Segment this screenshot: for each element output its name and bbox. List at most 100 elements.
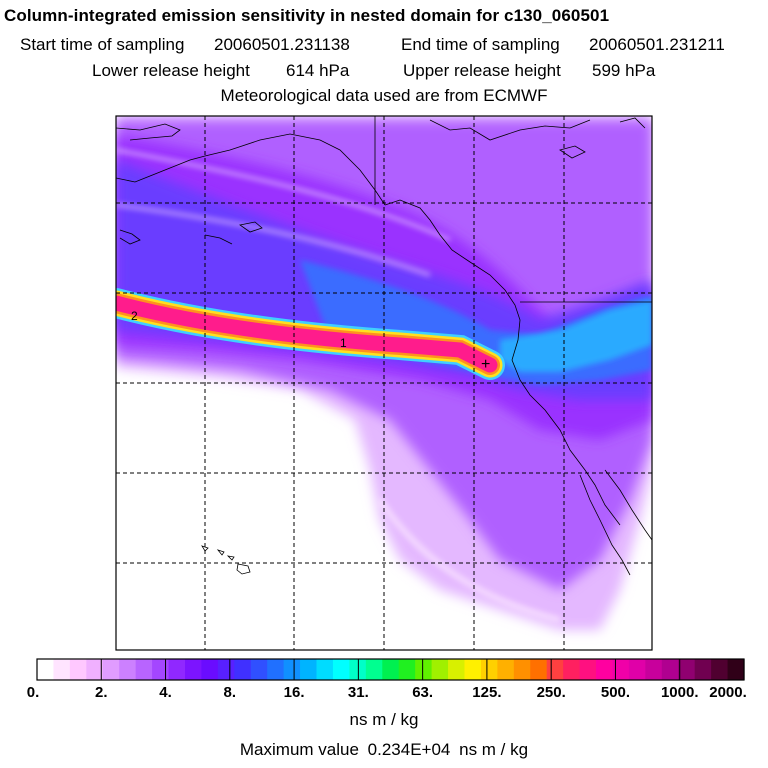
- lower-release-value: 614 hPa: [286, 61, 350, 80]
- plot-title: Column-integrated emission sensitivity i…: [4, 6, 610, 25]
- colorbar-cell: [612, 659, 630, 680]
- max-value: 0.234E+04: [367, 740, 451, 759]
- colorbar-cell: [563, 659, 581, 680]
- colorbar-cell: [464, 659, 482, 680]
- plume-label-2: 2: [131, 309, 138, 323]
- colorbar-cell: [513, 659, 531, 680]
- colorbar-cell: [37, 659, 55, 680]
- colorbar-tick-label: 63.: [412, 684, 434, 701]
- coast-gulf-alaska: [204, 133, 386, 206]
- colorbar-cell: [448, 659, 466, 680]
- colorbar-cell: [727, 659, 745, 680]
- colorbar-tick-label: 4.: [159, 684, 172, 701]
- colorbar-cell: [168, 659, 186, 680]
- colorbar-cell: [579, 659, 597, 680]
- colorbar-cell: [184, 659, 203, 680]
- colorbar-cell: [332, 659, 350, 680]
- colorbar-cell: [316, 659, 334, 680]
- map-grid: [116, 116, 652, 650]
- streak-1: [116, 148, 451, 242]
- colorbar-cell: [694, 659, 712, 680]
- hawaii-3: [226, 555, 235, 561]
- colorbar-cell: [201, 659, 219, 680]
- colorbar-cell: [234, 659, 252, 680]
- streak-3: [377, 498, 561, 623]
- colorbar-cell: [398, 659, 416, 680]
- colorbar-cell: [267, 659, 285, 680]
- colorbar-cell: [497, 659, 515, 680]
- colorbar-cell: [480, 659, 498, 680]
- colorbar-cells: [37, 659, 745, 680]
- colorbar-cell: [69, 659, 87, 680]
- coast-islands-2: [119, 229, 141, 245]
- end-time-label: End time of sampling: [401, 35, 560, 54]
- end-time-value: 20060501.231211: [589, 35, 725, 54]
- colorbar-cell: [546, 659, 564, 680]
- colorbar-tick-label: 250.: [536, 684, 566, 701]
- sensitivity-light-blue: [500, 300, 652, 372]
- release-marker: +: [481, 356, 490, 373]
- colorbar-cell: [711, 659, 729, 680]
- coast-islands-3: [204, 234, 233, 245]
- colorbar-cell: [415, 659, 433, 680]
- colorbar-cell: [645, 659, 663, 680]
- coast-north: [429, 119, 591, 141]
- colorbar-cell: [628, 659, 646, 680]
- coast-islands-1: [239, 221, 263, 233]
- colorbar-tick-label: 8.: [223, 684, 237, 701]
- start-time-value: 20060501.231138: [214, 35, 350, 54]
- map-frame: [115, 115, 653, 651]
- colorbar-cell: [217, 659, 235, 680]
- colorbar-cell: [365, 659, 383, 680]
- colorbar-cell: [300, 659, 318, 680]
- colorbar-frame: [36, 658, 745, 681]
- colorbar-cell: [250, 659, 268, 680]
- colorbar-tick-label: 2.: [95, 684, 108, 701]
- upper-release-label: Upper release height: [403, 61, 561, 80]
- colorbar-cell: [119, 659, 137, 680]
- colorbar-tick-label: 16.: [283, 684, 305, 701]
- lower-release-label: Lower release height: [92, 61, 250, 80]
- colorbar-cell: [596, 659, 614, 680]
- coast-north-2: [559, 145, 586, 159]
- colorbar-cell: [431, 659, 449, 680]
- map-field: 2 1 +: [116, 116, 652, 650]
- colorbar-tick-label: 2000.: [709, 684, 747, 701]
- colorbar-tick-label: 1000.: [660, 684, 699, 701]
- coast-aleutians: [116, 155, 206, 183]
- colorbar-cell: [530, 659, 548, 680]
- colorbar-cell: [382, 659, 400, 680]
- coast-mexico: [604, 469, 652, 541]
- coast-alaska: [116, 123, 181, 141]
- plume-label-1: 1: [340, 336, 347, 350]
- hawaii-2: [216, 549, 225, 556]
- colorbar-cell: [152, 659, 170, 680]
- colorbar-units: ns m / kg: [349, 710, 419, 729]
- colorbar-cell: [661, 659, 679, 680]
- colorbar-cell: [102, 659, 120, 680]
- colorbar-cell: [283, 659, 301, 680]
- colorbar-tick-label: 125.: [472, 684, 502, 701]
- coast-bc: [384, 199, 521, 361]
- colorbar-tick-label: 0.: [26, 684, 40, 701]
- streak-2: [116, 203, 431, 277]
- maximum-value-line: Maximum value 0.234E+04 ns m / kg: [0, 740, 768, 760]
- colorbar-tick-lines: [100, 659, 681, 680]
- plume-core: [116, 295, 498, 373]
- colorbar-cell: [53, 659, 71, 680]
- colorbar-cell: [86, 659, 104, 680]
- colorbar-tick-label: 500.: [600, 684, 631, 701]
- colorbar-cell: [135, 659, 153, 680]
- start-time-label: Start time of sampling: [20, 35, 185, 54]
- max-units: ns m / kg: [459, 740, 529, 759]
- coast-north-3: [619, 117, 646, 129]
- met-data-line: Meteorological data used are from ECMWF: [220, 86, 548, 105]
- max-label: Maximum value: [239, 740, 359, 759]
- hawaii-4: [236, 563, 251, 575]
- coast-california: [511, 359, 621, 526]
- coastlines: [116, 116, 652, 576]
- colorbar-cell: [678, 659, 696, 680]
- colorbar-tick-label: 31.: [347, 684, 369, 701]
